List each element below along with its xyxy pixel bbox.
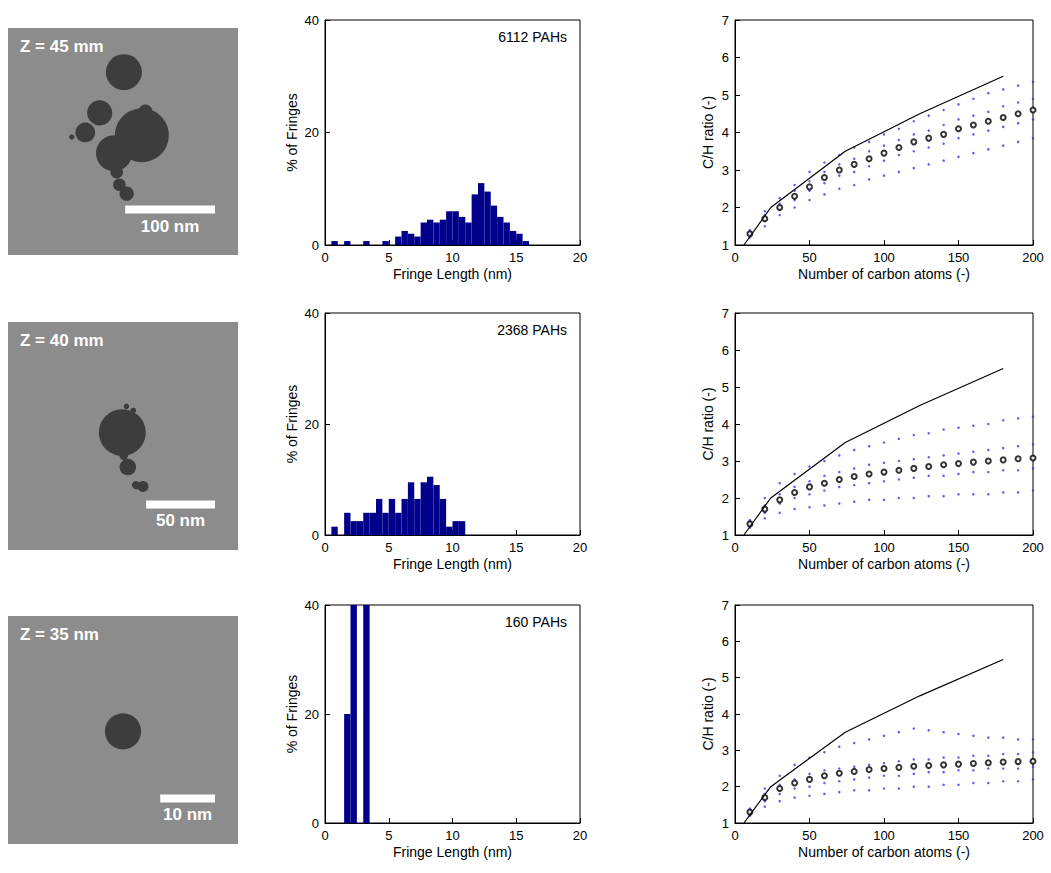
svg-text:1: 1	[722, 816, 729, 831]
svg-text:100 nm: 100 nm	[141, 217, 200, 236]
svg-text:7: 7	[722, 598, 729, 613]
svg-text:5: 5	[385, 540, 392, 555]
svg-text:4: 4	[722, 125, 729, 140]
svg-text:0: 0	[731, 540, 738, 555]
svg-text:5: 5	[385, 250, 392, 265]
svg-text:C/H ratio (-): C/H ratio (-)	[700, 387, 716, 460]
svg-text:100: 100	[873, 540, 895, 555]
svg-text:0: 0	[731, 828, 738, 843]
svg-text:20: 20	[573, 828, 587, 843]
svg-text:5: 5	[722, 670, 729, 685]
svg-text:Fringe Length (nm): Fringe Length (nm)	[393, 556, 512, 572]
svg-text:5: 5	[385, 828, 392, 843]
svg-text:C/H ratio (-): C/H ratio (-)	[700, 677, 716, 750]
svg-text:150: 150	[948, 828, 970, 843]
svg-text:2: 2	[722, 200, 729, 215]
svg-text:3: 3	[722, 163, 729, 178]
svg-text:6112 PAHs: 6112 PAHs	[498, 29, 567, 45]
svg-text:0: 0	[312, 816, 319, 831]
svg-text:3: 3	[722, 454, 729, 469]
svg-text:10: 10	[445, 540, 459, 555]
svg-text:10: 10	[445, 250, 459, 265]
svg-text:Z = 45 mm: Z = 45 mm	[20, 37, 104, 56]
svg-text:% of Fringes: % of Fringes	[284, 385, 300, 464]
svg-text:Number of carbon atoms (-): Number of carbon atoms (-)	[798, 266, 970, 282]
svg-text:5: 5	[722, 380, 729, 395]
svg-text:1: 1	[722, 528, 729, 543]
svg-text:150: 150	[948, 250, 970, 265]
svg-text:% of Fringes: % of Fringes	[284, 675, 300, 754]
svg-text:0: 0	[312, 528, 319, 543]
svg-text:4: 4	[722, 707, 729, 722]
svg-text:40: 40	[305, 13, 319, 28]
svg-text:100: 100	[873, 250, 895, 265]
svg-text:0: 0	[731, 250, 738, 265]
svg-text:50: 50	[802, 250, 816, 265]
svg-text:15: 15	[509, 828, 523, 843]
svg-text:200: 200	[1022, 828, 1044, 843]
svg-text:Number of carbon atoms (-): Number of carbon atoms (-)	[798, 556, 970, 572]
svg-text:50 nm: 50 nm	[156, 511, 205, 530]
svg-text:200: 200	[1022, 540, 1044, 555]
svg-text:1: 1	[722, 238, 729, 253]
svg-text:7: 7	[722, 306, 729, 321]
svg-text:Z = 40 mm: Z = 40 mm	[20, 331, 104, 350]
svg-text:0: 0	[321, 250, 328, 265]
svg-text:50: 50	[802, 540, 816, 555]
svg-text:100: 100	[873, 828, 895, 843]
svg-text:5: 5	[722, 88, 729, 103]
svg-text:150: 150	[948, 540, 970, 555]
svg-text:20: 20	[305, 417, 319, 432]
svg-text:200: 200	[1022, 250, 1044, 265]
svg-text:6: 6	[722, 50, 729, 65]
svg-text:160 PAHs: 160 PAHs	[505, 614, 567, 630]
svg-text:6: 6	[722, 343, 729, 358]
svg-text:6: 6	[722, 634, 729, 649]
svg-text:40: 40	[305, 598, 319, 613]
svg-text:Fringe Length (nm): Fringe Length (nm)	[393, 844, 512, 860]
svg-text:15: 15	[509, 540, 523, 555]
svg-text:10: 10	[445, 828, 459, 843]
svg-text:0: 0	[312, 238, 319, 253]
svg-text:C/H ratio (-): C/H ratio (-)	[700, 96, 716, 169]
svg-text:2: 2	[722, 779, 729, 794]
svg-text:10 nm: 10 nm	[163, 805, 212, 824]
svg-text:3: 3	[722, 743, 729, 758]
svg-text:Fringe Length (nm): Fringe Length (nm)	[393, 266, 512, 282]
svg-text:4: 4	[722, 417, 729, 432]
svg-text:50: 50	[802, 828, 816, 843]
svg-text:Z = 35 nm: Z = 35 nm	[20, 625, 99, 644]
svg-text:0: 0	[321, 828, 328, 843]
svg-text:20: 20	[573, 250, 587, 265]
svg-text:40: 40	[305, 306, 319, 321]
svg-text:20: 20	[305, 125, 319, 140]
svg-text:20: 20	[573, 540, 587, 555]
svg-text:15: 15	[509, 250, 523, 265]
svg-text:20: 20	[305, 707, 319, 722]
svg-text:Number of carbon atoms (-): Number of carbon atoms (-)	[798, 844, 970, 860]
svg-text:2368 PAHs: 2368 PAHs	[497, 322, 567, 338]
svg-text:2: 2	[722, 491, 729, 506]
svg-text:0: 0	[321, 540, 328, 555]
svg-text:% of Fringes: % of Fringes	[284, 93, 300, 172]
svg-text:7: 7	[722, 13, 729, 28]
